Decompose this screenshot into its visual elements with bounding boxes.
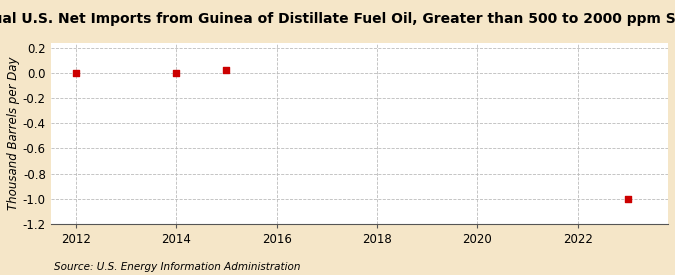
Point [221,68,232,73]
Point [171,71,182,75]
Point [622,197,633,201]
Text: Annual U.S. Net Imports from Guinea of Distillate Fuel Oil, Greater than 500 to : Annual U.S. Net Imports from Guinea of D… [0,12,675,26]
Point [70,71,81,75]
Y-axis label: Thousand Barrels per Day: Thousand Barrels per Day [7,57,20,210]
Text: Source: U.S. Energy Information Administration: Source: U.S. Energy Information Administ… [54,262,300,272]
